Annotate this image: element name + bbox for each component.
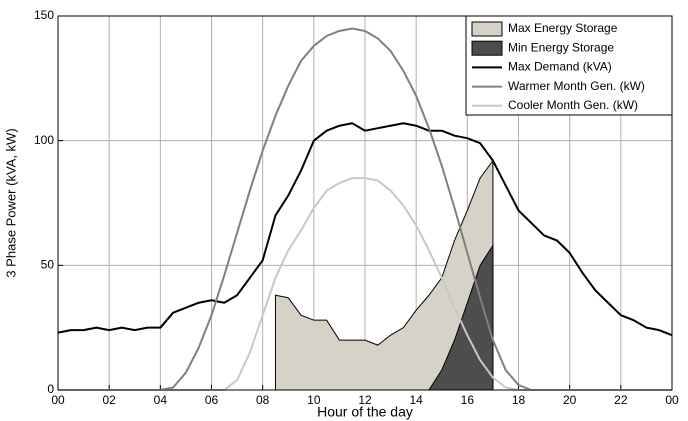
x-tick-label: 14 xyxy=(409,393,423,407)
legend-label: Max Energy Storage xyxy=(508,21,618,35)
legend-label: Warmer Month Gen. (kW) xyxy=(508,79,645,93)
x-tick-label: 22 xyxy=(614,393,628,407)
legend-label: Cooler Month Gen. (kW) xyxy=(508,98,638,112)
y-tick-label: 150 xyxy=(34,8,54,22)
x-tick-label: 06 xyxy=(205,393,219,407)
area xyxy=(274,159,494,391)
legend-swatch xyxy=(471,40,503,56)
y-axis-label: 3 Phase Power (kVA, kW) xyxy=(3,128,18,277)
x-tick-label: 20 xyxy=(563,393,577,407)
x-tick-label: 02 xyxy=(102,393,116,407)
x-axis-label: Hour of the day xyxy=(317,404,413,420)
x-tick-label: 12 xyxy=(358,393,372,407)
x-tick-label: 16 xyxy=(461,393,475,407)
y-tick-label: 50 xyxy=(41,258,55,272)
legend-label: Max Demand (kVA) xyxy=(508,60,612,74)
line xyxy=(57,122,673,337)
legend-label: Min Energy Storage xyxy=(508,40,614,54)
plot-frame xyxy=(57,15,673,391)
x-tick-label: 00 xyxy=(665,393,679,407)
x-tick-label: 18 xyxy=(512,393,526,407)
y-tick-label: 0 xyxy=(47,382,54,396)
x-tick-label: 00 xyxy=(51,393,65,407)
y-tick-label: 100 xyxy=(34,133,54,147)
x-tick-label: 04 xyxy=(154,393,168,407)
x-tick-label: 08 xyxy=(256,393,270,407)
x-tick-label: 10 xyxy=(307,393,321,407)
legend-swatch xyxy=(471,21,503,37)
